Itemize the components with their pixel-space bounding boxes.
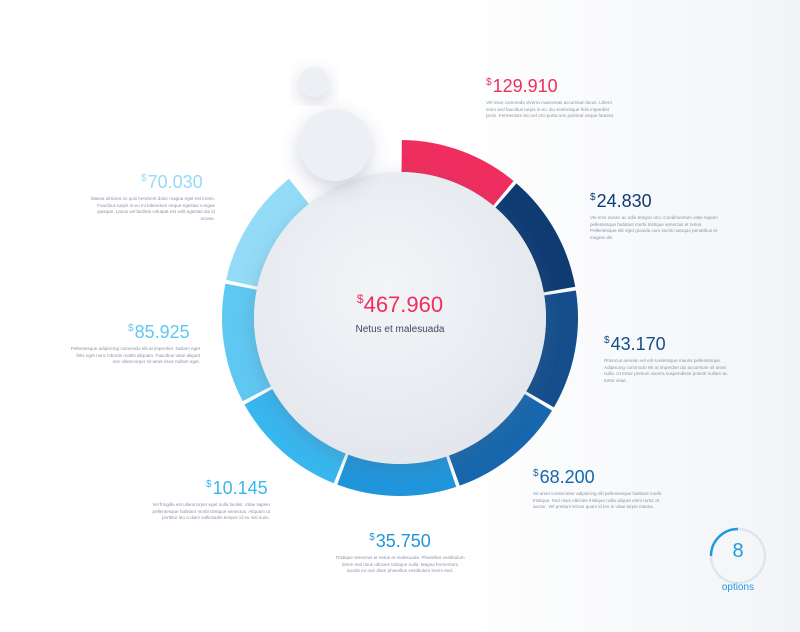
- options-label: options: [721, 582, 755, 593]
- segment-value: $24.830: [590, 191, 652, 211]
- segment-value: $85.925: [128, 322, 190, 342]
- total-value: $467.960: [356, 292, 444, 317]
- segment-label-8: $70.030 Massa ultricies mi quis hendreri…: [85, 172, 215, 222]
- center-subtitle: Netus et malesuada: [355, 324, 445, 335]
- donut-segment-3: [526, 290, 579, 408]
- donut-segment-7: [222, 283, 271, 402]
- segment-value: $10.145: [206, 478, 268, 498]
- segment-description: Vel risus commodo viverra maecenas accum…: [486, 100, 615, 119]
- segment-label-5: $35.750 Tristique senectus et netus et m…: [330, 531, 470, 575]
- segment-label-7: $85.925 Pellentesque adipiscing commodo …: [70, 322, 200, 366]
- segment-label-3: $43.170 Rhoncus aenean vel elit sceleris…: [604, 334, 734, 384]
- donut-segment-8: [226, 178, 309, 287]
- segment-description: Sit amet consectetur adipiscing elit pel…: [533, 491, 662, 510]
- options-count: 8: [732, 540, 744, 562]
- center-disc: [254, 172, 546, 464]
- donut-segments: [222, 140, 579, 496]
- segment-label-1: $129.910 Vel risus commodo viverra maece…: [486, 76, 616, 120]
- segment-label-4: $68.200 Sit amet consectetur adipiscing …: [533, 467, 663, 511]
- segment-description: Vel eros donec ac odio tempor orci. Cond…: [590, 215, 718, 240]
- segment-value: $68.200: [533, 467, 595, 487]
- decor-bubble-small: [299, 67, 329, 97]
- segment-label-2: $24.830 Vel eros donec ac odio tempor or…: [590, 191, 720, 241]
- options-ring-arc: [709, 527, 739, 557]
- donut-segment-1: [401, 140, 514, 206]
- segment-value: $35.750: [369, 531, 431, 551]
- segment-description: Vel fringilla est ullamcorper eget nulla…: [152, 502, 270, 521]
- decor-bubble-large: [299, 109, 371, 181]
- donut-segment-4: [448, 393, 553, 486]
- segment-value: $70.030: [141, 172, 203, 192]
- segment-value: $129.910: [486, 76, 558, 96]
- donut-segment-6: [244, 389, 346, 484]
- segment-description: Pellentesque adipiscing commodo elit at …: [70, 346, 200, 365]
- segment-description: Massa ultricies mi quis hendrerit dolor …: [90, 196, 215, 221]
- segment-description: Tristique senectus et netus et malesuada…: [335, 555, 465, 574]
- segment-label-6: $10.145 Vel fringilla est ullamcorper eg…: [140, 478, 270, 522]
- donut-segment-5: [337, 454, 457, 496]
- segment-value: $43.170: [604, 334, 666, 354]
- donut-segment-2: [495, 183, 576, 293]
- segment-description: Rhoncus aenean vel elit scelerisque maur…: [604, 358, 728, 383]
